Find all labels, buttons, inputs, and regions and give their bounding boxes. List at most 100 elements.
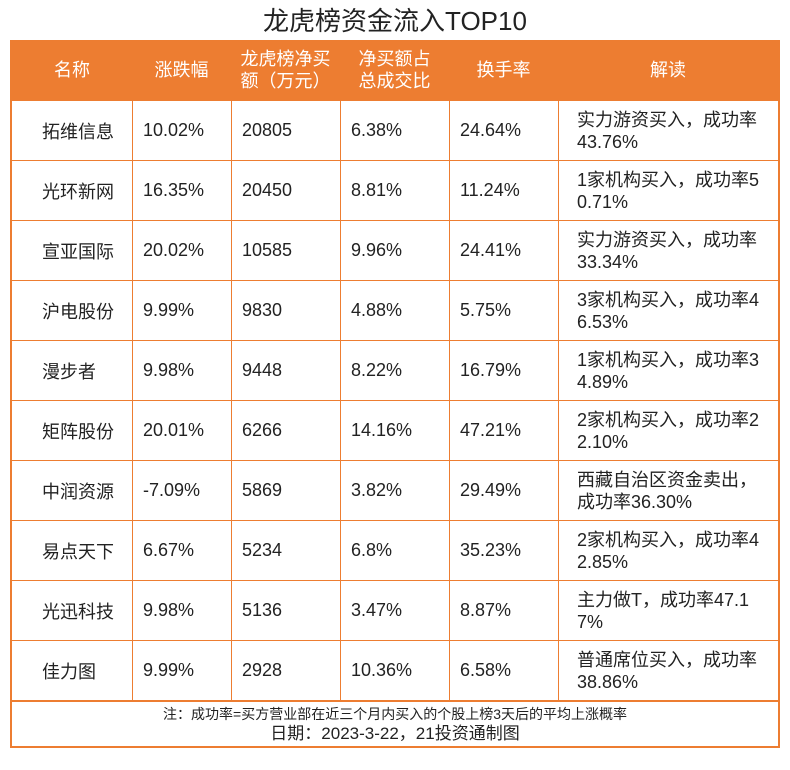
cell-text: 8.87%: [460, 600, 512, 620]
table-cell: 实力游资买入，成功率33.34%: [558, 221, 778, 280]
table-cell: 易点天下: [12, 521, 132, 580]
table-cell: 1家机构买入，成功率50.71%: [558, 161, 778, 220]
cell-text: 5136: [242, 600, 283, 620]
table-cell: 中润资源: [12, 461, 132, 520]
table-cell: 沪电股份: [12, 281, 132, 340]
table-row: 宣亚国际 20.02% 10585 9.96% 24.41% 实力游资买入，成功率33.3…: [12, 220, 778, 280]
table-cell: 漫步者: [12, 341, 132, 400]
cell-text: 24.41%: [460, 240, 522, 260]
cell-text: 主力做T，成功率47.17%: [577, 589, 750, 632]
cell-text: 11.24%: [460, 180, 520, 200]
cell-text: 35.23%: [460, 540, 522, 560]
table-cell: 16.35%: [132, 161, 231, 220]
cell-text: 47.21%: [460, 420, 522, 440]
table-cell: 宣亚国际: [12, 221, 132, 280]
header-text: 净买额占: [358, 49, 431, 69]
cell-text: 易点天下: [42, 541, 114, 562]
table-cell: 8.81%: [340, 161, 449, 220]
cell-text: 20450: [242, 180, 293, 200]
table-cell: 10.36%: [340, 641, 449, 700]
table-cell: 主力做T，成功率47.17%: [558, 581, 778, 640]
table-cell: 2家机构买入，成功率42.85%: [558, 521, 778, 580]
cell-text: 14.16%: [351, 420, 413, 440]
table-cell: 14.16%: [340, 401, 449, 460]
table-cell: 6.38%: [340, 101, 449, 160]
table-cell: 29.49%: [449, 461, 558, 520]
table-cell: 光环新网: [12, 161, 132, 220]
cell-text: 拓维信息: [42, 121, 114, 142]
column-header: 涨跌幅: [132, 40, 231, 100]
table-cell: 9.98%: [132, 341, 231, 400]
cell-text: 20805: [242, 120, 293, 140]
table-cell: 佳力图: [12, 641, 132, 700]
table-cell: 矩阵股份: [12, 401, 132, 460]
table-cell: 8.87%: [449, 581, 558, 640]
table-cell: 20450: [231, 161, 340, 220]
table-cell: 3.47%: [340, 581, 449, 640]
table-cell: 5234: [231, 521, 340, 580]
cell-text: 4.88%: [351, 300, 403, 320]
table-cell: 拓维信息: [12, 101, 132, 160]
cell-text: 中润资源: [42, 481, 114, 502]
cell-text: 9.98%: [143, 360, 195, 380]
table-cell: 6.8%: [340, 521, 449, 580]
table-cell: 20805: [231, 101, 340, 160]
table-cell: 2928: [231, 641, 340, 700]
table-cell: 实力游资买入，成功率43.76%: [558, 101, 778, 160]
footnote: 注：成功率=买方营业部在近三个月内买入的个股上榜3天后的平均上涨概率: [163, 706, 627, 722]
cell-text: 宣亚国际: [42, 241, 114, 262]
column-header: 换手率: [449, 40, 558, 100]
header-text: 换手率: [476, 60, 531, 80]
table-cell: 47.21%: [449, 401, 558, 460]
cell-text: 8.81%: [351, 180, 403, 200]
cell-text: 9.98%: [143, 600, 195, 620]
table-cell: 35.23%: [449, 521, 558, 580]
cell-text: 9.99%: [143, 660, 195, 680]
table-cell: 5.75%: [449, 281, 558, 340]
table-cell: 11.24%: [449, 161, 558, 220]
cell-text: 2家机构买入，成功率42.85%: [577, 529, 760, 572]
table-row: 中润资源 -7.09% 5869 3.82% 29.49% 西藏自治区资金卖出，成功率36…: [12, 460, 778, 520]
data-table: 名称 涨跌幅 龙虎榜净买 额（万元） 净买额占 总成交比 换手率 解读 拓维信息 10.02% 2…: [10, 40, 780, 748]
cell-text: 16.79%: [460, 360, 522, 380]
table-cell: 10585: [231, 221, 340, 280]
table-cell: 普通席位买入，成功率38.86%: [558, 641, 778, 700]
table-cell: 4.88%: [340, 281, 449, 340]
table-cell: 20.01%: [132, 401, 231, 460]
cell-text: 漫步者: [42, 361, 96, 382]
cell-text: 9.99%: [143, 300, 195, 320]
cell-text: 9830: [242, 300, 283, 320]
cell-text: 6266: [242, 420, 283, 440]
column-header: 名称: [12, 40, 132, 100]
table-cell: 5136: [231, 581, 340, 640]
table-cell: 9.96%: [340, 221, 449, 280]
table-row: 光迅科技 9.98% 5136 3.47% 8.87% 主力做T，成功率47.17%: [12, 580, 778, 640]
header-text: 名称: [54, 60, 90, 80]
cell-text: 2家机构买入，成功率22.10%: [577, 409, 760, 452]
cell-text: 10.02%: [143, 120, 205, 140]
cell-text: 沪电股份: [42, 301, 114, 322]
table-header: 名称 涨跌幅 龙虎榜净买 额（万元） 净买额占 总成交比 换手率 解读: [12, 40, 778, 100]
cell-text: 佳力图: [42, 661, 96, 682]
header-text: 涨跌幅: [154, 60, 209, 80]
table-row: 沪电股份 9.99% 9830 4.88% 5.75% 3家机构买入，成功率46.53%: [12, 280, 778, 340]
source-date: 日期：2023-3-22，21投资通制图: [270, 724, 520, 743]
header-text: 解读: [650, 60, 686, 80]
table-cell: 光迅科技: [12, 581, 132, 640]
table-cell: 6.67%: [132, 521, 231, 580]
table-row: 佳力图 9.99% 2928 10.36% 6.58% 普通席位买入，成功率38.86%: [12, 640, 778, 700]
cell-text: 3.47%: [351, 600, 403, 620]
header-text: 额（万元）: [240, 71, 331, 91]
table-cell: 3家机构买入，成功率46.53%: [558, 281, 778, 340]
column-header: 解读: [558, 40, 778, 100]
cell-text: 2928: [242, 660, 283, 680]
table-cell: 20.02%: [132, 221, 231, 280]
header-text: 龙虎榜净买: [240, 49, 331, 69]
table-cell: 5869: [231, 461, 340, 520]
table-cell: 10.02%: [132, 101, 231, 160]
cell-text: 3.82%: [351, 480, 403, 500]
cell-text: 矩阵股份: [42, 421, 114, 442]
cell-text: 9.96%: [351, 240, 403, 260]
cell-text: 10585: [242, 240, 293, 260]
cell-text: 5.75%: [460, 300, 512, 320]
